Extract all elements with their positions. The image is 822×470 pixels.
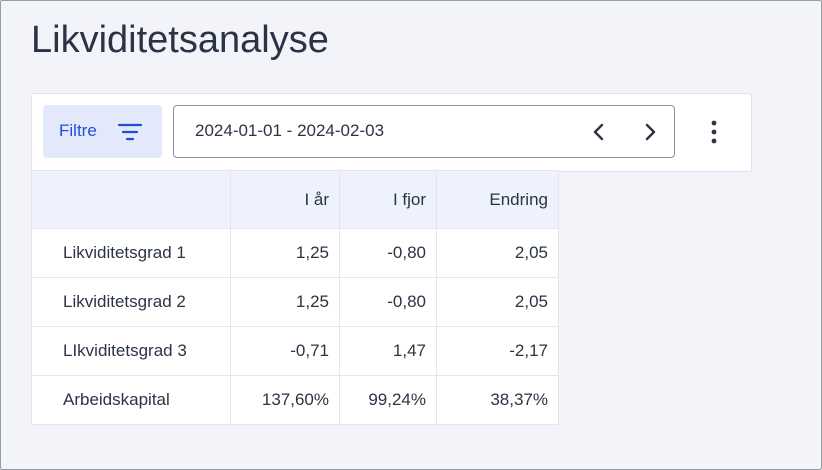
- header-cell: Endring: [436, 170, 559, 229]
- next-button[interactable]: [643, 122, 657, 142]
- table-row: Likviditetsgrad 1 1,25 -0,80 2,05: [31, 228, 559, 278]
- value-cell: 1,47: [339, 326, 437, 376]
- page-title: Likviditetsanalyse: [31, 19, 329, 61]
- table-row: LIkviditetsgrad 3 -0,71 1,47 -2,17: [31, 326, 559, 376]
- header-row: I år I fjor Endring: [31, 170, 559, 229]
- row-label: Likviditetsgrad 1: [31, 228, 231, 278]
- filter-icon: [117, 123, 143, 141]
- value-cell: -2,17: [436, 326, 559, 376]
- table-row: Arbeidskapital 137,60% 99,24% 38,37%: [31, 375, 559, 425]
- value-cell: 38,37%: [436, 375, 559, 425]
- toolbar: Filtre 2024-01-01 - 2024-02-03: [31, 93, 752, 172]
- row-label: LIkviditetsgrad 3: [31, 326, 231, 376]
- value-cell: 137,60%: [230, 375, 340, 425]
- header-cell: I fjor: [339, 170, 437, 229]
- value-cell: 99,24%: [339, 375, 437, 425]
- filter-label: Filtre: [59, 121, 97, 140]
- value-cell: 1,25: [230, 277, 340, 327]
- value-cell: -0,71: [230, 326, 340, 376]
- value-cell: 2,05: [436, 228, 559, 278]
- header-cell: [31, 170, 231, 229]
- table: I år I fjor Endring Likviditetsgrad 1 1,25 -0…: [31, 170, 559, 425]
- value-cell: -0,80: [339, 228, 437, 278]
- more-menu[interactable]: [702, 118, 726, 146]
- table-row: Likviditetsgrad 2 1,25 -0,80 2,05: [31, 277, 559, 327]
- value-cell: 2,05: [436, 277, 559, 327]
- row-label: Arbeidskapital: [31, 375, 231, 425]
- header-cell: I år: [230, 170, 340, 229]
- filter-button[interactable]: Filtre: [43, 105, 162, 158]
- date-range: 2024-01-01 - 2024-02-03: [195, 121, 385, 140]
- value-cell: 1,25: [230, 228, 340, 278]
- date-range-picker[interactable]: 2024-01-01 - 2024-02-03: [173, 105, 675, 158]
- row-label: Likviditetsgrad 2: [31, 277, 231, 327]
- prev-button[interactable]: [592, 122, 606, 142]
- value-cell: -0,80: [339, 277, 437, 327]
